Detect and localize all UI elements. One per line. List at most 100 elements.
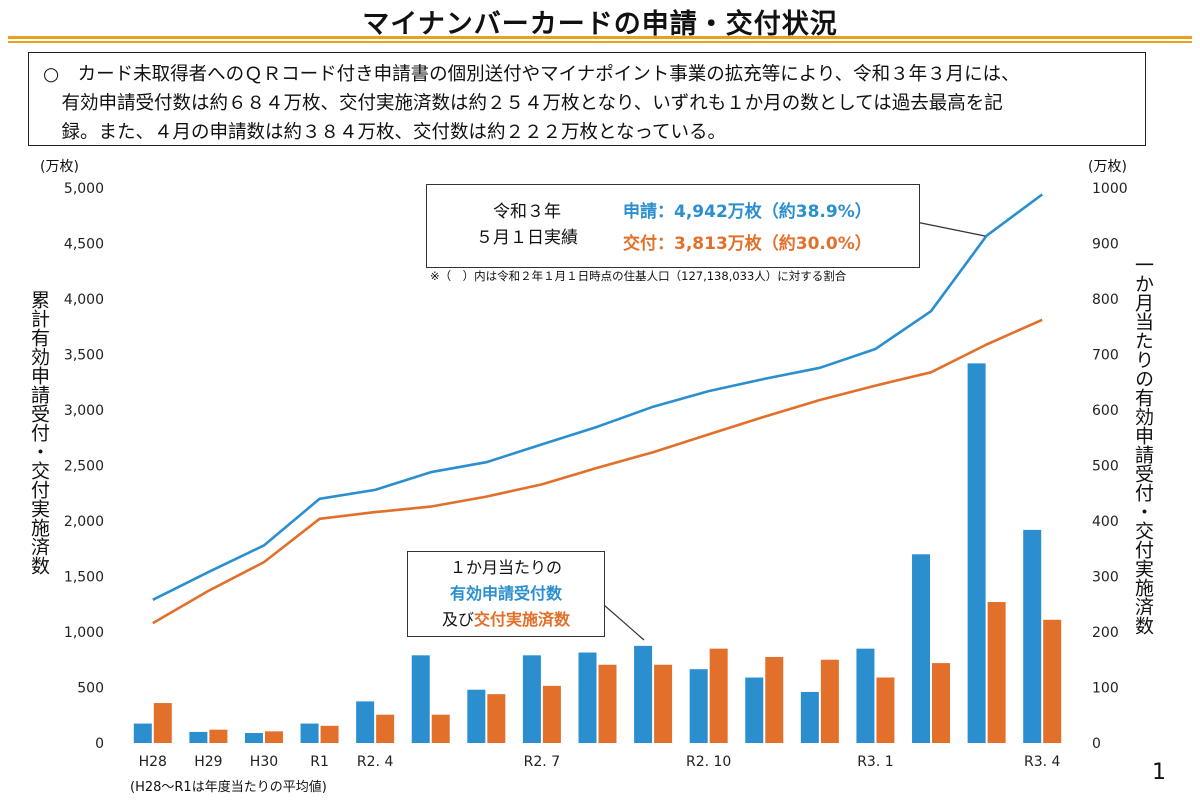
x-tick-label: H30 (250, 754, 278, 770)
bar-deliver (598, 664, 617, 743)
summary-line-3: 録。また、４月の申請数は約３８４万枚、交付数は約２２２万枚となっている。 (43, 122, 727, 143)
bar-deliver (709, 648, 728, 743)
legend-apply-total: 申請：4,942万枚（約38.9%） (623, 202, 872, 222)
bar-apply (578, 652, 597, 743)
page-number: 1 (1152, 760, 1166, 785)
right-tick-label: 200 (1092, 625, 1119, 641)
bar-apply (133, 723, 152, 743)
left-tick-label: 1,500 (64, 570, 104, 586)
right-tick-label: 500 (1092, 459, 1119, 475)
bar-deliver (987, 602, 1006, 743)
bar-apply (356, 701, 375, 743)
bar-apply (1023, 529, 1042, 743)
bar-deliver (765, 656, 784, 743)
right-axis-ticks: 0 100 200 300 400 500 600 700 800 900 1000 (1092, 181, 1128, 752)
bar-apply (244, 733, 263, 743)
bar-apply (189, 731, 208, 743)
right-tick-label: 900 (1092, 237, 1119, 253)
line-series (152, 193, 1043, 625)
bar-apply (856, 648, 875, 743)
legend-period: 令和３年 ５月１日実績 (457, 199, 597, 251)
legend-deliver-total: 交付：3,813万枚（約30.0%） (623, 234, 872, 254)
bar-deliver (1043, 619, 1062, 743)
summary-line-2: 有効申請受付数は約６８４万枚、交付実施済数は約２５４万枚となり、いずれも１か月の… (43, 93, 1003, 114)
right-tick-label: 0 (1092, 736, 1101, 752)
x-tick-label: H28 (139, 754, 167, 770)
left-tick-label: 4,500 (64, 237, 104, 253)
left-axis-label: 累計有効申請受付・交付実施済数 (28, 290, 50, 575)
line-deliver-cumulative (152, 318, 1043, 625)
bar-deliver (153, 703, 172, 743)
callout-line1: １か月当たりの (449, 558, 562, 577)
bar-deliver (654, 664, 673, 743)
bar-series (133, 363, 1062, 743)
right-tick-label: 100 (1092, 681, 1119, 697)
bar-apply (634, 645, 653, 743)
bar-apply (745, 677, 764, 743)
title-underline-secondary (8, 41, 1192, 43)
callout-line3: 及び交付実施済数 (408, 607, 604, 633)
left-axis-unit: (万枚) (40, 159, 79, 175)
x-tick-label: R2. 7 (524, 754, 560, 770)
bar-deliver (264, 731, 283, 743)
left-tick-label: 1,000 (64, 625, 104, 641)
right-tick-label: 400 (1092, 514, 1119, 530)
bar-apply (689, 669, 708, 743)
x-tick-label: R3. 4 (1024, 754, 1061, 770)
right-axis-unit: (万枚) (1088, 159, 1127, 175)
x-axis-footnote: (H28〜R1は年度当たりの平均値) (130, 780, 327, 795)
left-tick-label: 4,000 (64, 292, 104, 308)
callout-line2: 有効申請受付数 (449, 584, 562, 603)
bar-deliver (820, 659, 839, 743)
callout-line3-colored: 交付実施済数 (474, 610, 571, 629)
left-tick-label: 2,000 (64, 514, 104, 530)
bar-apply (967, 363, 986, 743)
left-tick-label: 3,000 (64, 403, 104, 419)
summary-box: ○ カード未取得者へのＱＲコード付き申請書の個別送付やマイナポイント事業の拡充等… (28, 52, 1146, 146)
right-tick-label: 600 (1092, 403, 1119, 419)
bar-deliver (431, 714, 450, 743)
right-axis-label: 一か月当たりの有効申請受付・交付実施済数 (1132, 255, 1154, 635)
bar-deliver (876, 677, 895, 743)
left-tick-label: 0 (95, 736, 104, 752)
bar-deliver (487, 694, 506, 743)
left-tick-label: 3,500 (64, 348, 104, 364)
bar-apply (300, 723, 319, 743)
legend-pointer-line (915, 221, 986, 237)
bar-apply (467, 689, 486, 743)
bar-deliver (209, 729, 228, 743)
bar-apply (912, 554, 931, 743)
right-tick-label: 800 (1092, 292, 1119, 308)
legend-note: ※（ ）内は令和２年１月１日時点の住基人口（127,138,033人）に対する割… (430, 269, 847, 283)
bar-callout-box: １か月当たりの 有効申請受付数 及び交付実施済数 (407, 551, 605, 637)
bar-deliver (320, 725, 339, 743)
left-tick-label: 5,000 (64, 181, 104, 197)
bar-deliver (542, 685, 561, 743)
title-underline (8, 36, 1192, 39)
line-apply-cumulative (152, 193, 1043, 601)
legend-period-line1: 令和３年 (493, 202, 561, 222)
left-axis-ticks: 0 500 1,000 1,500 2,000 2,500 3,000 3,500 4,000 4… (64, 181, 104, 752)
bar-apply (522, 655, 541, 743)
x-tick-label: R1 (310, 754, 329, 770)
legend-box: 令和３年 ５月１日実績 申請：4,942万枚（約38.9%） 交付：3,813万… (426, 184, 920, 268)
right-tick-label: 1000 (1092, 181, 1128, 197)
bar-deliver (932, 663, 951, 743)
x-tick-label: R2. 4 (357, 754, 394, 770)
page-title: マイナンバーカードの申請・交付状況 (362, 9, 838, 40)
x-tick-label: H29 (194, 754, 222, 770)
bar-deliver (376, 714, 395, 743)
callout-line3-prefix: 及び (441, 610, 474, 629)
legend-period-line2: ５月１日実績 (476, 228, 578, 248)
x-tick-label: R2. 10 (686, 754, 731, 770)
summary-line-1: ○ カード未取得者へのＱＲコード付き申請書の個別送付やマイナポイント事業の拡充等… (43, 64, 1020, 85)
left-tick-label: 500 (77, 681, 104, 697)
right-tick-label: 300 (1092, 570, 1119, 586)
right-tick-label: 700 (1092, 348, 1119, 364)
bar-apply (800, 691, 819, 743)
x-tick-label: R3. 1 (857, 754, 893, 770)
left-tick-label: 2,500 (64, 459, 104, 475)
bar-apply (411, 655, 430, 743)
x-axis-labels: H28 H29 H30 R1 R2. 4 R2. 7 R2. 10 R3. 1 R3. 4 (139, 754, 1061, 770)
